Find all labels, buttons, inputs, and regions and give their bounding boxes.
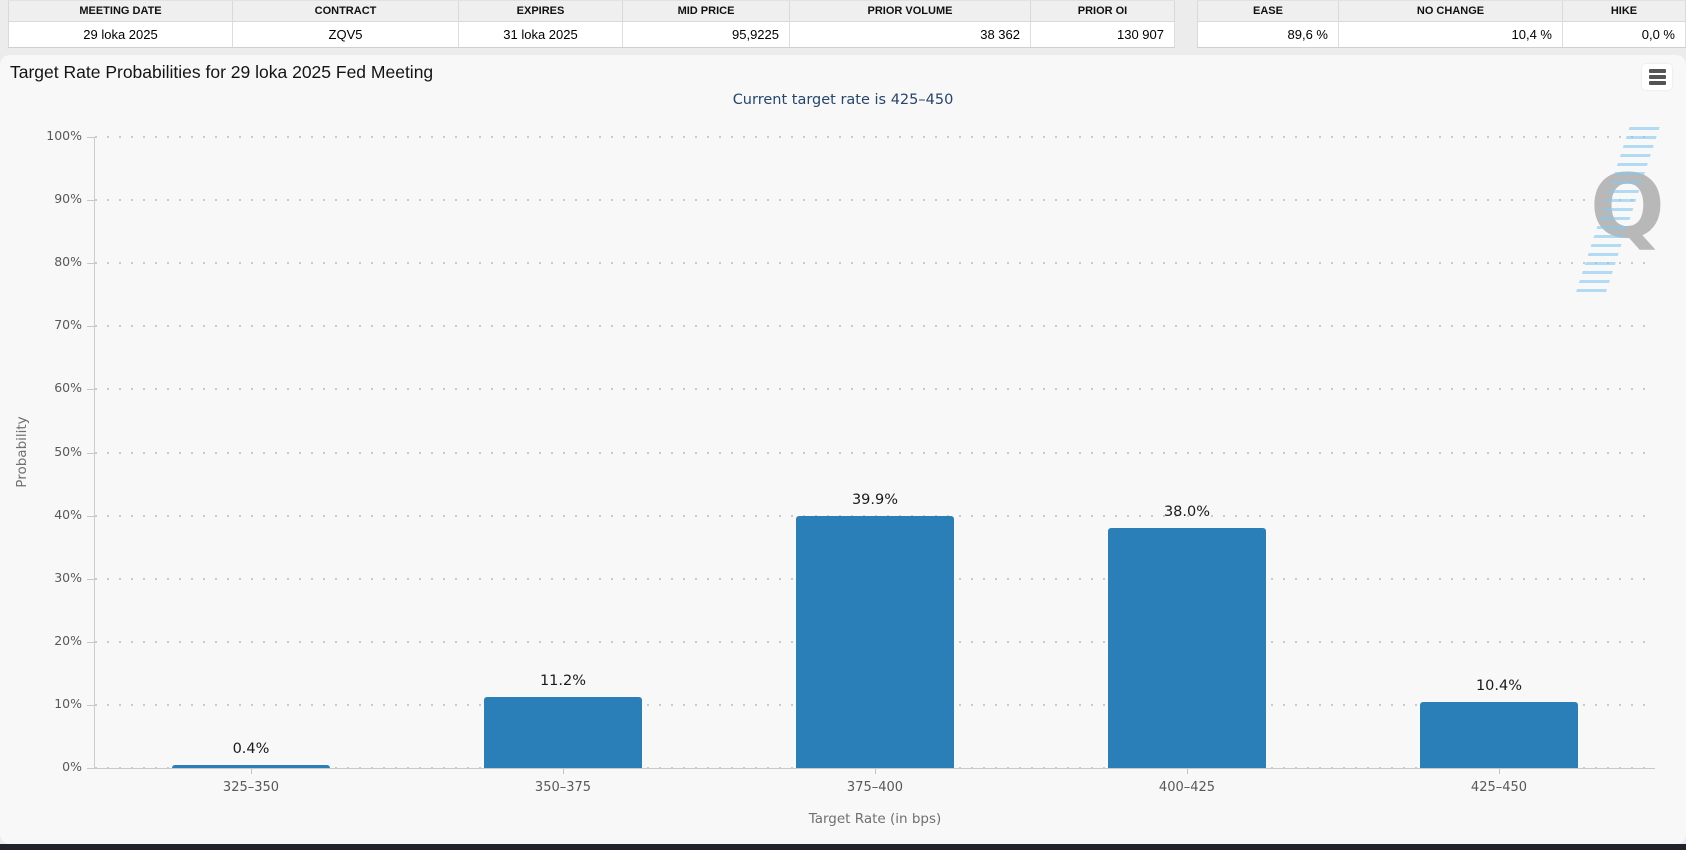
x-axis-title: Target Rate (in bps) <box>808 811 942 827</box>
table-value-cell: ZQV5 <box>233 22 459 47</box>
y-gridline <box>95 514 1655 517</box>
table-value-cell: 130 907 <box>1031 22 1175 47</box>
y-axis-label: 90% <box>54 191 82 207</box>
chart-subtitle: Current target rate is 425–450 <box>732 92 954 108</box>
quikstrike-watermark: Q <box>1568 127 1678 302</box>
chart-title: Target Rate Probabilities for 29 loka 20… <box>10 62 434 82</box>
y-axis-tick <box>87 578 94 580</box>
table-value-cell: 95,9225 <box>623 22 790 47</box>
y-axis-tick <box>87 200 94 202</box>
bar-400-425[interactable] <box>1108 528 1266 768</box>
bar-425-450[interactable] <box>1420 702 1578 768</box>
table-value-cell: 31 loka 2025 <box>459 22 623 47</box>
y-axis-label: 0% <box>62 759 82 774</box>
hamburger-icon <box>1648 69 1666 73</box>
table-header-cell: NO CHANGE <box>1339 1 1563 21</box>
y-axis-tick <box>87 389 94 391</box>
y-axis-tick <box>87 452 94 454</box>
y-gridline <box>95 451 1655 454</box>
y-axis-tick <box>87 263 94 265</box>
bar-375-400[interactable] <box>796 516 954 768</box>
table-header-cell: MID PRICE <box>623 1 790 21</box>
bar-value-label: 39.9% <box>851 492 899 509</box>
table-header-row: EASE NO CHANGE HIKE <box>1197 0 1686 22</box>
table-value-row: 89,6 % 10,4 % 0,0 % <box>1197 22 1686 48</box>
bar-value-label: 38.0% <box>1163 504 1211 521</box>
y-axis-tick <box>87 641 94 643</box>
x-axis-tick <box>1187 769 1188 774</box>
x-axis-label: 325–350 <box>222 780 280 795</box>
table-value-row: 29 loka 2025 ZQV5 31 loka 2025 95,9225 38 36… <box>8 22 1175 48</box>
bar-value-label: 10.4% <box>1475 678 1523 695</box>
y-gridline <box>95 388 1655 391</box>
contract-quote-table: MEETING DATE CONTRACT EXPIRES MID PRICE PRIO… <box>8 0 1175 48</box>
table-header-cell: CONTRACT <box>233 1 459 21</box>
x-axis-tick <box>875 769 876 774</box>
y-axis-label: 80% <box>54 254 82 270</box>
x-axis-label: 400–425 <box>1158 780 1216 795</box>
table-value-cell: 29 loka 2025 <box>8 22 233 47</box>
bar-325-350[interactable] <box>172 765 330 768</box>
y-axis-label: 40% <box>54 506 82 522</box>
y-axis-label: 30% <box>54 569 82 585</box>
y-axis-label: 10% <box>54 695 82 711</box>
y-gridline <box>95 325 1655 328</box>
y-axis-tick <box>87 137 94 138</box>
bar-value-label: 0.4% <box>232 741 270 758</box>
hamburger-icon <box>1648 81 1666 85</box>
table-header-cell: EASE <box>1197 1 1339 21</box>
table-header-cell: PRIOR VOLUME <box>790 1 1031 21</box>
hamburger-icon <box>1648 75 1666 79</box>
y-axis-label: 20% <box>54 632 82 648</box>
y-axis-tick <box>87 768 94 769</box>
x-axis-tick <box>251 769 252 774</box>
table-value-cell: 38 362 <box>790 22 1031 47</box>
table-header-cell: MEETING DATE <box>8 1 233 21</box>
bar-350-375[interactable] <box>484 697 642 768</box>
y-axis-label: 60% <box>54 380 82 396</box>
y-gridline <box>95 767 1655 769</box>
y-axis-label: 70% <box>54 317 82 333</box>
y-axis-tick <box>87 326 94 328</box>
y-axis-label: 50% <box>54 443 82 459</box>
table-header-cell: PRIOR OI <box>1031 1 1175 21</box>
y-gridline <box>95 136 1655 138</box>
lightning-bolt-icon <box>1574 127 1660 297</box>
watermark-letter: Q <box>1590 155 1665 258</box>
table-header-cell: HIKE <box>1563 1 1686 21</box>
probability-chart: Target Rate Probabilities for 29 loka 20… <box>0 55 1686 844</box>
table-value-cell: 89,6 % <box>1197 22 1339 47</box>
table-header-row: MEETING DATE CONTRACT EXPIRES MID PRICE PRIO… <box>8 0 1175 22</box>
y-axis-tick <box>87 704 94 706</box>
bar-value-label: 11.2% <box>539 673 587 690</box>
chart-export-menu-button[interactable] <box>1642 64 1672 90</box>
bottom-window-edge <box>0 844 1686 850</box>
x-axis-label: 425–450 <box>1470 780 1528 795</box>
y-axis-label: 100% <box>46 128 82 143</box>
x-axis-label: 350–375 <box>534 780 592 795</box>
table-value-cell: 0,0 % <box>1563 22 1686 47</box>
x-axis-tick <box>563 769 564 774</box>
y-gridline <box>95 199 1655 202</box>
y-axis-tick <box>87 515 94 517</box>
x-axis-label: 375–400 <box>846 780 904 795</box>
y-gridline <box>95 262 1655 265</box>
move-probability-table: EASE NO CHANGE HIKE 89,6 % 10,4 % 0,0 % <box>1197 0 1686 48</box>
x-axis-tick <box>1499 769 1500 774</box>
y-axis-line <box>94 137 95 768</box>
table-value-cell: 10,4 % <box>1339 22 1563 47</box>
table-header-cell: EXPIRES <box>459 1 623 21</box>
